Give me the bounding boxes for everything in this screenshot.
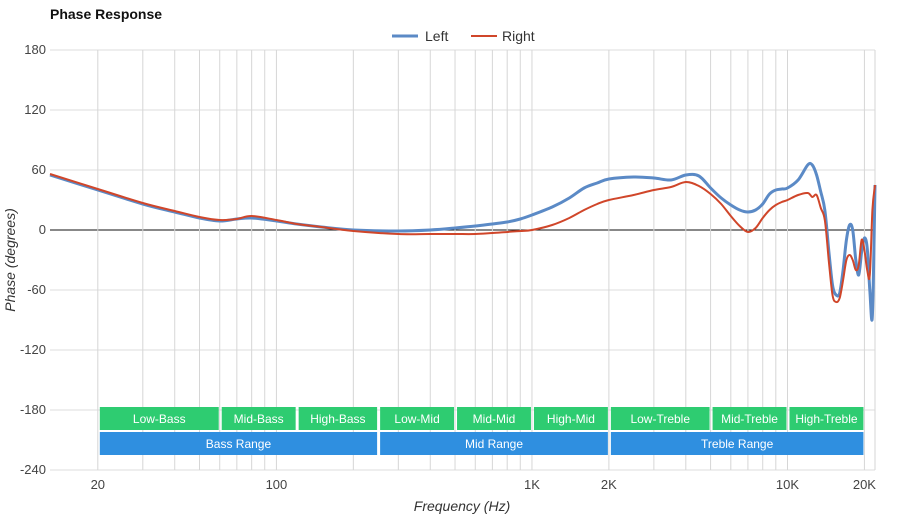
band-layer: Low-Bass Mid-Bass High-Bass Low-Mid Mid-Mid H…: [99, 407, 864, 455]
band-label: High-Treble: [795, 412, 858, 426]
band-high-bass: [298, 407, 378, 430]
legend[interactable]: Left Right: [392, 28, 535, 44]
band-label: Mid-Bass: [234, 412, 284, 426]
y-tick-label: -120: [20, 342, 46, 357]
x-tick-label: 20: [91, 477, 105, 492]
y-tick-label: 0: [39, 222, 46, 237]
y-tick-label: -60: [27, 282, 46, 297]
band-label: Treble Range: [701, 437, 774, 451]
x-tick-label: 2K: [601, 477, 617, 492]
band-label: High-Bass: [310, 412, 365, 426]
band-label: Low-Mid: [394, 412, 439, 426]
series-line-right: [49, 173, 876, 304]
band-bass-range: [99, 432, 378, 455]
y-tick-label: 180: [24, 42, 46, 57]
x-tick-label: 100: [266, 477, 288, 492]
band-label: Low-Bass: [133, 412, 186, 426]
y-tick-label: 60: [32, 162, 46, 177]
x-tick-label: 20K: [853, 477, 876, 492]
band-low-treble: [610, 407, 710, 430]
band-low-mid: [380, 407, 455, 430]
band-mid-mid: [457, 407, 531, 430]
band-low-bass: [99, 407, 219, 430]
x-axis-label: Frequency (Hz): [414, 498, 510, 514]
band-mid-range: [380, 432, 608, 455]
band-high-treble: [789, 407, 864, 430]
series-line-left: [49, 161, 877, 322]
band-label: Mid Range: [465, 437, 523, 451]
legend-label-right[interactable]: Right: [502, 28, 535, 44]
band-mid-treble: [712, 407, 787, 430]
legend-label-left[interactable]: Left: [425, 28, 448, 44]
y-tick-label: 120: [24, 102, 46, 117]
band-label: High-Mid: [547, 412, 595, 426]
band-mid-bass: [221, 407, 296, 430]
band-label: Low-Treble: [630, 412, 690, 426]
band-label: Mid-Treble: [721, 412, 778, 426]
series-layer: [49, 161, 877, 322]
chart-title: Phase Response: [50, 6, 163, 22]
band-treble-range: [610, 432, 864, 455]
grid-layer: [50, 49, 876, 471]
band-high-mid: [533, 407, 608, 430]
x-tick-label: 1K: [524, 477, 540, 492]
y-tick-label: -240: [20, 462, 46, 477]
band-label: Mid-Mid: [473, 412, 516, 426]
band-label: Bass Range: [206, 437, 272, 451]
x-tick-label: 10K: [776, 477, 799, 492]
y-axis-label: Phase (degrees): [2, 208, 18, 312]
axis-layer: 180 120 60 0 -60 -120 -180 -240 20 100 1K 2K 10K 20K F…: [2, 42, 876, 514]
y-tick-label: -180: [20, 402, 46, 417]
